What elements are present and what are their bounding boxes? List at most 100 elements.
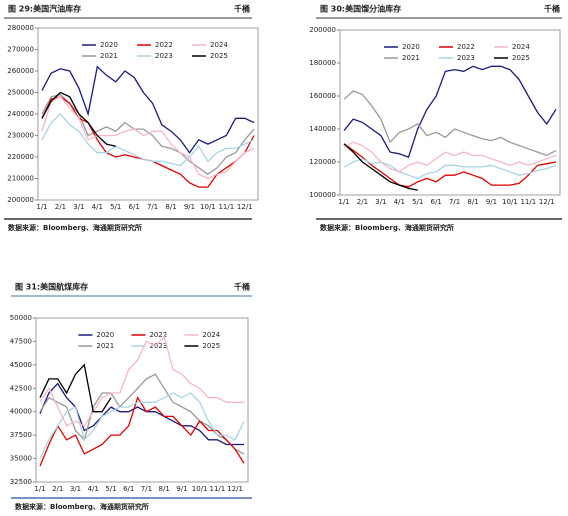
x-tick-label: 4/1 xyxy=(88,485,99,493)
legend-label: 2023 xyxy=(155,52,173,60)
x-tick-label: 9/1 xyxy=(176,485,187,493)
series-line xyxy=(39,396,245,467)
x-tick-label: 2/1 xyxy=(55,203,66,211)
series-line xyxy=(343,143,418,191)
y-tick-label: 32500 xyxy=(10,478,32,486)
plot-frame xyxy=(339,29,561,196)
y-tick-label: 270000 xyxy=(7,46,34,54)
chart-title: 图 29:美国汽油库存 xyxy=(8,4,81,14)
x-tick-label: 9/1 xyxy=(486,198,497,206)
series-line xyxy=(41,93,255,175)
legend-label: 2023 xyxy=(149,342,167,350)
x-tick-label: 1/1 xyxy=(34,485,45,493)
legend-label: 2020 xyxy=(402,43,420,51)
y-tick-label: 200000 xyxy=(7,196,34,204)
unit-label: 千桶 xyxy=(544,4,560,14)
series-line xyxy=(41,113,255,167)
x-tick-label: 7/1 xyxy=(449,198,460,206)
x-tick-label: 5/1 xyxy=(105,485,116,493)
legend-label: 2022 xyxy=(457,43,475,51)
y-tick-label: 220000 xyxy=(7,153,34,161)
source-note: 数据来源：Bloomberg、海通期货研究所 xyxy=(8,223,142,232)
x-tick-label: 5/1 xyxy=(412,198,423,206)
y-tick-label: 160000 xyxy=(309,92,336,100)
series-line xyxy=(39,335,244,427)
chart-title: 图 30:美国馏分油库存 xyxy=(320,4,401,14)
legend-label: 2020 xyxy=(100,41,118,49)
x-tick-label: 11/1 xyxy=(210,485,226,493)
series-line xyxy=(39,363,112,413)
series-line xyxy=(343,141,557,173)
series-line xyxy=(343,90,557,157)
legend-label: 2020 xyxy=(96,331,114,339)
x-tick-label: 10/1 xyxy=(192,485,208,493)
x-tick-label: 3/1 xyxy=(70,485,81,493)
y-tick-label: 230000 xyxy=(7,132,34,140)
x-tick-label: 2/1 xyxy=(52,485,63,493)
y-tick-label: 37500 xyxy=(10,431,32,439)
source-note: 数据来源：Bloomberg、海通期货研究所 xyxy=(15,502,149,511)
y-tick-label: 140000 xyxy=(309,125,336,133)
x-tick-label: 6/1 xyxy=(129,203,140,211)
legend-label: 2024 xyxy=(210,41,228,49)
unit-label: 千桶 xyxy=(234,4,250,14)
legend-label: 2025 xyxy=(210,52,228,60)
legend-label: 2024 xyxy=(512,43,530,51)
y-tick-label: 200000 xyxy=(309,26,336,34)
unit-label: 千桶 xyxy=(234,282,250,292)
x-tick-label: 10/1 xyxy=(502,198,518,206)
y-tick-label: 260000 xyxy=(7,67,34,75)
legend-label: 2022 xyxy=(149,331,167,339)
x-tick-label: 3/1 xyxy=(73,203,84,211)
x-tick-label: 8/1 xyxy=(467,198,478,206)
legend-label: 2022 xyxy=(155,41,173,49)
x-tick-label: 6/1 xyxy=(431,198,442,206)
series-line xyxy=(39,392,245,459)
series-line xyxy=(343,65,557,158)
x-tick-label: 8/1 xyxy=(165,203,176,211)
x-tick-label: 12/1 xyxy=(227,485,243,493)
y-tick-label: 40000 xyxy=(10,408,32,416)
x-tick-label: 4/1 xyxy=(394,198,405,206)
y-tick-label: 180000 xyxy=(309,59,336,67)
y-tick-label: 47500 xyxy=(10,337,32,345)
legend-label: 2024 xyxy=(202,331,220,339)
x-tick-label: 12/1 xyxy=(539,198,555,206)
y-tick-label: 50000 xyxy=(10,314,32,322)
y-tick-label: 45000 xyxy=(10,361,32,369)
y-tick-label: 120000 xyxy=(309,158,336,166)
series-line xyxy=(41,65,255,154)
x-tick-label: 12/1 xyxy=(237,203,253,211)
x-tick-label: 7/1 xyxy=(141,485,152,493)
series-line xyxy=(41,91,116,147)
legend-label: 2023 xyxy=(457,54,475,62)
y-tick-label: 210000 xyxy=(7,175,34,183)
series-line xyxy=(343,157,557,180)
chart-title: 图 31:美国航煤库存 xyxy=(15,282,88,292)
plot-frame xyxy=(35,317,249,483)
x-tick-label: 1/1 xyxy=(338,198,349,206)
x-tick-label: 3/1 xyxy=(375,198,386,206)
x-tick-label: 2/1 xyxy=(357,198,368,206)
x-tick-label: 4/1 xyxy=(92,203,103,211)
y-tick-label: 100000 xyxy=(309,191,336,199)
series-line xyxy=(41,96,255,180)
y-tick-label: 250000 xyxy=(7,89,34,97)
x-tick-label: 8/1 xyxy=(159,485,170,493)
legend-label: 2025 xyxy=(202,342,220,350)
x-tick-label: 11/1 xyxy=(520,198,536,206)
x-tick-label: 7/1 xyxy=(147,203,158,211)
series-line xyxy=(39,382,244,446)
y-tick-label: 240000 xyxy=(7,110,34,118)
source-note: 数据来源：Bloomberg、海通期货研究所 xyxy=(320,223,454,232)
x-tick-label: 9/1 xyxy=(184,203,195,211)
x-tick-label: 5/1 xyxy=(110,203,121,211)
legend-label: 2021 xyxy=(402,54,420,62)
legend-label: 2021 xyxy=(100,52,118,60)
y-tick-label: 35000 xyxy=(10,455,32,463)
legend-label: 2025 xyxy=(512,54,530,62)
y-tick-label: 42500 xyxy=(10,384,32,392)
legend-label: 2021 xyxy=(96,342,114,350)
y-tick-label: 280000 xyxy=(7,24,34,32)
